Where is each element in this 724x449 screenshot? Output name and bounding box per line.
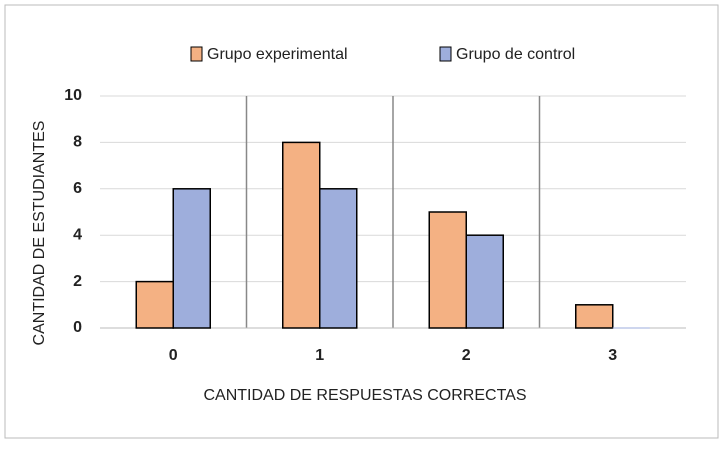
bar [428,211,467,329]
y-tick-label: 6 [73,180,82,197]
chart-border [4,4,719,439]
y-tick-label: 4 [73,226,82,243]
legend-swatch [190,46,203,62]
x-tick-label: 3 [608,347,617,364]
x-axis-title: CANTIDAD DE RESPUESTAS CORRECTAS [203,387,526,404]
legend-label: Grupo experimental [207,46,348,63]
bar [282,141,321,329]
y-tick-label: 10 [64,87,82,104]
legend-label: Grupo de control [456,46,575,63]
bar [465,234,504,329]
y-tick-label: 0 [73,319,82,336]
y-axis-title: CANTIDAD DE ESTUDIANTES [31,121,48,346]
y-tick-label: 2 [73,273,82,290]
x-tick-label: 1 [315,347,324,364]
bar [135,280,174,329]
bar [172,188,211,329]
legend-swatch [439,46,452,62]
y-tick-label: 8 [73,134,82,151]
bar [575,304,614,329]
x-tick-label: 0 [169,347,178,364]
x-tick-label: 2 [462,347,471,364]
bar [319,188,358,329]
